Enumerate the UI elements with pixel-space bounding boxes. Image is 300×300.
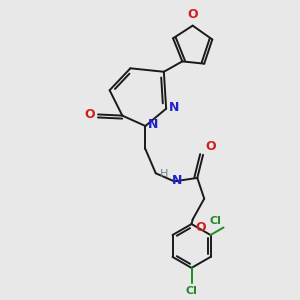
Text: Cl: Cl: [209, 216, 221, 226]
Text: O: O: [205, 140, 215, 152]
Text: O: O: [188, 8, 198, 20]
Text: H: H: [160, 169, 168, 179]
Text: O: O: [85, 108, 95, 121]
Text: N: N: [148, 118, 158, 131]
Text: N: N: [169, 101, 179, 114]
Text: O: O: [195, 220, 206, 234]
Text: Cl: Cl: [186, 286, 197, 296]
Text: N: N: [172, 174, 182, 188]
